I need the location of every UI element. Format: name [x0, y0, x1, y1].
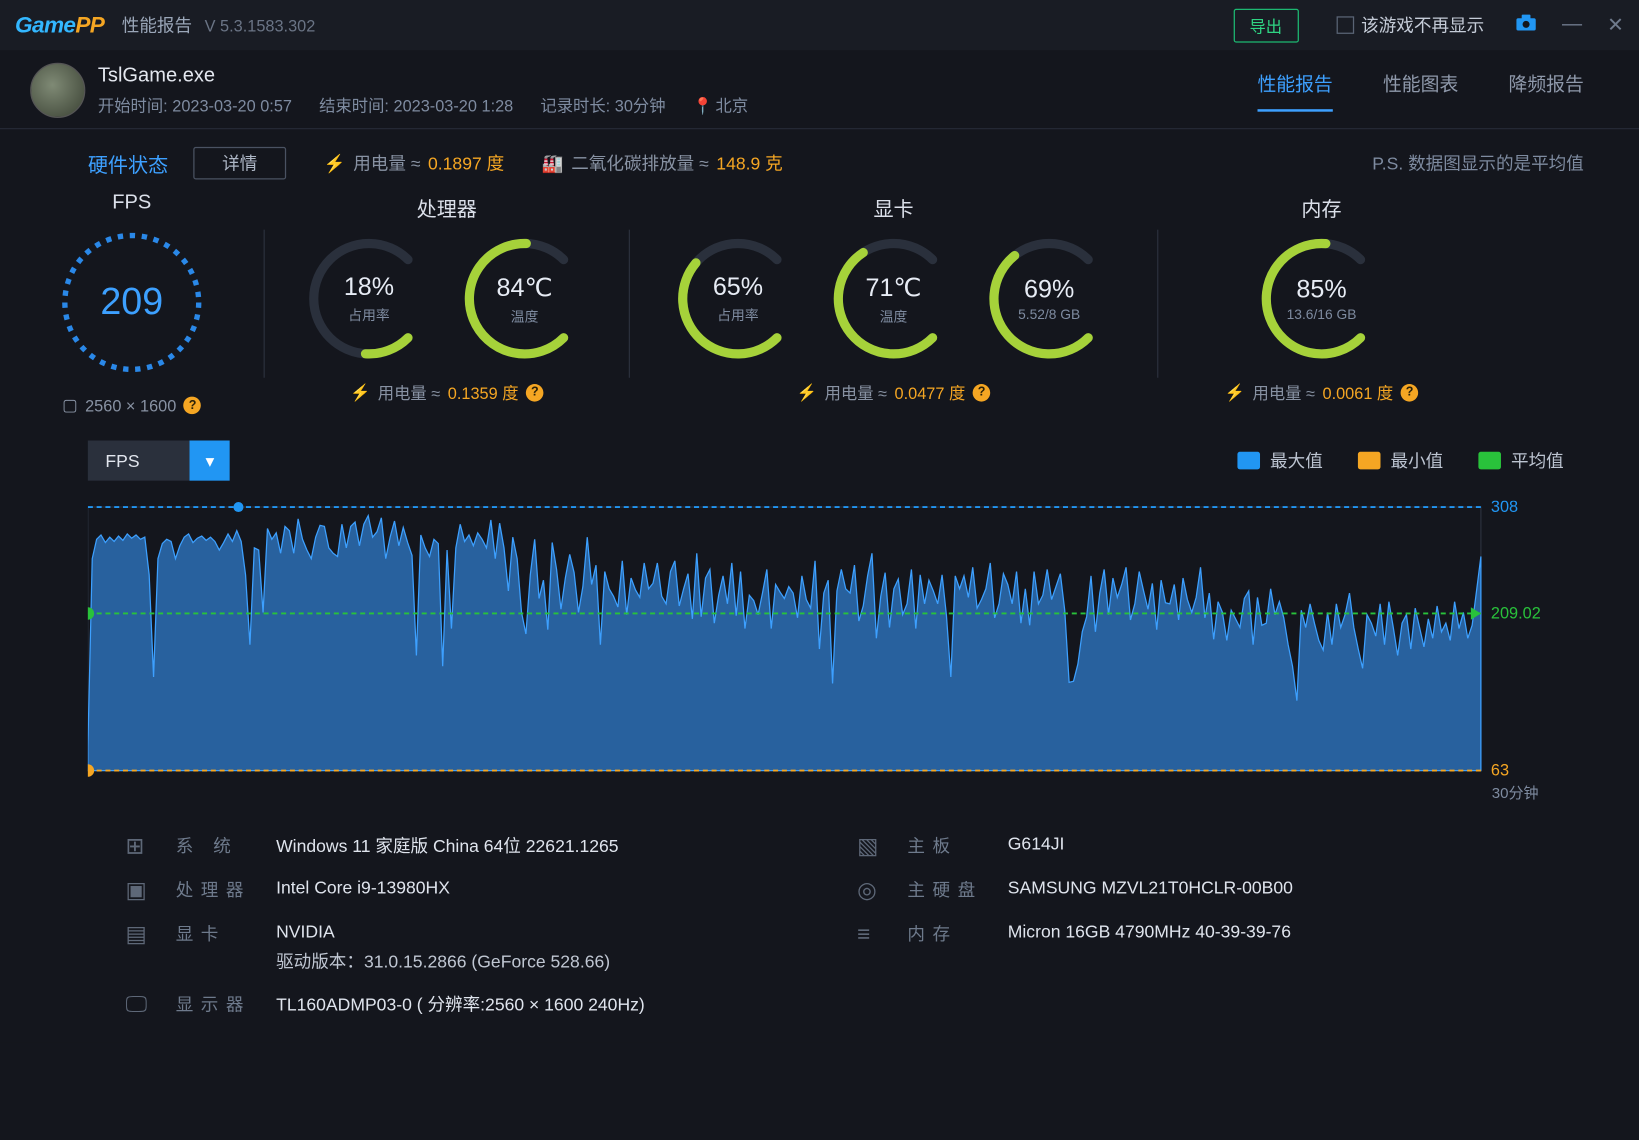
co2-metric: 🏭 二氧化碳排放量 ≈ 148.9 克	[542, 151, 783, 176]
game-icon	[30, 63, 85, 118]
ssd-icon: ◎	[857, 877, 907, 903]
os-value: Windows 11 家庭版 China 64位 22621.1265	[276, 833, 857, 858]
system-specs: ⊞ 系 统 Windows 11 家庭版 China 64位 22621.126…	[0, 803, 1639, 1043]
fps-gauge: 209	[51, 222, 212, 383]
hardware-status-bar: 硬件状态 详情 ⚡ 用电量 ≈ 0.1897 度 🏭 二氧化碳排放量 ≈ 148…	[0, 129, 1639, 179]
bolt-icon: ⚡	[797, 382, 817, 402]
motherboard-label: 主板	[907, 833, 1007, 858]
cpu-usage-gauge: 18%占用率	[300, 230, 438, 368]
os-icon: ⊞	[126, 833, 176, 859]
titlebar: GamePP 性能报告 V 5.3.1583.302 导出 该游戏不再显示 — …	[0, 0, 1639, 50]
cpu-value: Intel Core i9-13980HX	[276, 877, 857, 897]
os-label: 系 统	[176, 833, 276, 858]
monitor-icon: 🖵	[126, 991, 176, 1017]
tab-performance-chart[interactable]: 性能图表	[1383, 70, 1458, 111]
fps-resolution: ▢ 2560 × 1600 ?	[25, 395, 238, 415]
metric-dropdown[interactable]: FPS ▾	[88, 441, 230, 481]
gpu-usage-gauge: 65%占用率	[669, 230, 807, 368]
game-name: TslGame.exe	[98, 65, 771, 88]
legend-avg: 平均值	[1478, 448, 1563, 473]
svg-text:209.02: 209.02	[1491, 605, 1541, 623]
total-power-metric: ⚡ 用电量 ≈ 0.1897 度	[324, 151, 504, 176]
motherboard-value: G614JI	[1008, 833, 1589, 853]
game-header: TslGame.exe 开始时间: 2023-03-20 0:57 结束时间: …	[0, 50, 1639, 118]
chart-header: FPS ▾ 最大值 最小值 平均值	[0, 415, 1639, 490]
hide-game-checkbox[interactable]: 该游戏不再显示	[1336, 13, 1484, 38]
session-meta: 开始时间: 2023-03-20 0:57 结束时间: 2023-03-20 1…	[98, 92, 771, 116]
checkbox-icon	[1336, 16, 1354, 34]
fps-title: FPS	[25, 192, 238, 215]
gauges-row: FPS 209 ▢ 2560 × 1600 ? 处理器 18%占用率	[0, 179, 1639, 415]
location-icon: 📍	[693, 96, 713, 115]
mem-title: 内存	[1183, 192, 1459, 222]
report-tabs: 性能报告 性能图表 降频报告	[1257, 70, 1608, 111]
cpu-power: ⚡ 用电量 ≈ 0.1359 度 ?	[290, 380, 604, 404]
help-icon[interactable]: ?	[526, 383, 544, 401]
dropdown-label: FPS	[88, 441, 190, 481]
fps-chart: 308 209.02 63	[88, 501, 1539, 777]
motherboard-icon: ▧	[857, 833, 907, 859]
tab-throttle-report[interactable]: 降频报告	[1508, 70, 1583, 111]
bolt-icon: ⚡	[324, 152, 346, 173]
window-title: 性能报告	[122, 13, 192, 38]
chart-caption: 30分钟	[0, 782, 1539, 803]
gpu-vram-gauge: 69%5.52/8 GB	[980, 230, 1118, 368]
help-icon[interactable]: ?	[1401, 383, 1419, 401]
bolt-icon: ⚡	[1225, 382, 1245, 402]
ps-note: P.S. 数据图显示的是平均值	[1372, 151, 1609, 176]
help-icon[interactable]: ?	[973, 383, 991, 401]
gpu-title: 显卡	[655, 192, 1132, 222]
display-icon: ▢	[62, 395, 77, 415]
hide-game-label: 该游戏不再显示	[1361, 13, 1484, 38]
hardware-status-title: 硬件状态	[88, 148, 168, 178]
mem-usage-gauge: 85%13.6/16 GB	[1252, 230, 1390, 368]
details-button[interactable]: 详情	[193, 147, 286, 180]
ssd-label: 主硬盘	[907, 877, 1007, 902]
monitor-value: TL160ADMP03-0 ( 分辨率:2560 × 1600 240Hz)	[276, 991, 1589, 1016]
gpu-value: NVIDIA驱动版本：31.0.15.2866 (GeForce 528.66)	[276, 921, 857, 974]
cpu-icon: ▣	[126, 877, 176, 903]
version-label: V 5.3.1583.302	[205, 16, 316, 35]
cpu-title: 处理器	[290, 192, 604, 222]
mem-label: 内存	[907, 921, 1007, 946]
gpu-icon: ▤	[126, 921, 176, 947]
mem-value: Micron 16GB 4790MHz 40-39-39-76	[1008, 921, 1589, 941]
minimize-icon[interactable]: —	[1562, 14, 1582, 37]
gpu-label: 显卡	[176, 921, 276, 946]
chevron-down-icon: ▾	[190, 441, 230, 481]
chart-legend: 最大值 最小值 平均值	[1237, 448, 1601, 473]
mem-power: ⚡ 用电量 ≈ 0.0061 度 ?	[1183, 380, 1459, 404]
ssd-value: SAMSUNG MZVL21T0HCLR-00B00	[1008, 877, 1589, 897]
cpu-temp-gauge: 84℃温度	[456, 230, 594, 368]
help-icon[interactable]: ?	[184, 397, 202, 415]
bolt-icon: ⚡	[350, 382, 370, 402]
svg-text:308: 308	[1491, 501, 1518, 516]
close-icon[interactable]: ✕	[1607, 13, 1624, 38]
legend-max: 最大值	[1237, 448, 1322, 473]
app-logo: GamePP	[15, 12, 104, 38]
gpu-power: ⚡ 用电量 ≈ 0.0477 度 ?	[655, 380, 1132, 404]
export-button[interactable]: 导出	[1233, 8, 1298, 42]
legend-min: 最小值	[1358, 448, 1443, 473]
camera-icon[interactable]	[1514, 13, 1537, 37]
gpu-temp-gauge: 71℃温度	[825, 230, 963, 368]
monitor-label: 显示器	[176, 991, 276, 1016]
mem-icon: ≡	[857, 921, 907, 947]
svg-text:63: 63	[1491, 762, 1509, 777]
factory-icon: 🏭	[542, 152, 564, 173]
tab-performance-report[interactable]: 性能报告	[1257, 70, 1332, 111]
cpu-label: 处理器	[176, 877, 276, 902]
